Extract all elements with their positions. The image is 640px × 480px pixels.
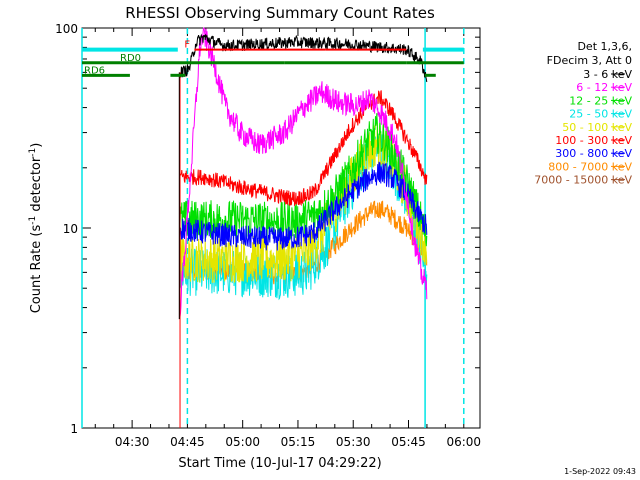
x-tick-label: 04:45 [170, 435, 205, 449]
y-axis-label-end: ) [29, 143, 44, 148]
series-line-0 [179, 33, 428, 83]
chart-title: RHESSI Observing Summary Count Rates [125, 4, 435, 22]
series-line-1 [179, 27, 428, 318]
legend-entry-1: 6 - 12 keV [576, 81, 632, 94]
timestamp: 1-Sep-2022 09:43 [564, 467, 636, 476]
y-tick-label: 1 [70, 422, 78, 436]
legend-entry-5: 100 - 300 keV [555, 134, 632, 147]
x-tick-label: 06:00 [446, 435, 481, 449]
x-tick-label: 05:30 [336, 435, 371, 449]
tick-labels: 04:30 04:45 05:00 05:15 05:30 05:45 06:00 1 10 10… [55, 22, 481, 449]
series-line-6 [179, 161, 428, 251]
y-axis-label-main: Count Rate (s [29, 225, 44, 314]
y-axis-label-mid: detector [29, 156, 44, 216]
legend-entry-7: 800 - 7000 keV [548, 160, 632, 173]
y-axis-label-exp1: -1 [28, 216, 38, 225]
series-line-5 [179, 90, 428, 207]
x-axis-label: Start Time (10-Jul-17 04:29:22) [178, 456, 381, 471]
status-bar-label: RD0 [120, 53, 141, 64]
status-bars: F RD0 RD6 [82, 40, 464, 77]
y-tick-label: 100 [55, 22, 78, 36]
status-bar-label: RD6 [84, 65, 105, 76]
legend-header-2: FDecim 3, Att 0 [547, 54, 632, 67]
legend-entry-3: 25 - 50 keV [569, 108, 632, 121]
status-bar-label: F [184, 40, 190, 51]
x-tick-label: 05:45 [391, 435, 426, 449]
y-axis-label-exp2: -1 [28, 148, 38, 157]
x-tick-label: 05:00 [225, 435, 260, 449]
legend-entry-6: 300 - 800 keV [555, 147, 632, 160]
legend-entry-8: 7000 - 15000 keV [534, 174, 632, 187]
y-axis-label: Count Rate (s-1 detector-1) [28, 143, 44, 314]
legend-entry-2: 12 - 25 keV [569, 94, 632, 107]
legend-entry-0: 3 - 6 keV [583, 68, 632, 81]
x-tick-label: 04:30 [115, 435, 150, 449]
series-line-3 [179, 131, 428, 301]
legend-header-1: Det 1,3,6, [577, 40, 632, 53]
y-tick-label: 10 [63, 222, 78, 236]
series-group [178, 27, 428, 428]
x-tick-label: 05:15 [281, 435, 316, 449]
legend-entry-4: 50 - 100 keV [562, 121, 632, 134]
